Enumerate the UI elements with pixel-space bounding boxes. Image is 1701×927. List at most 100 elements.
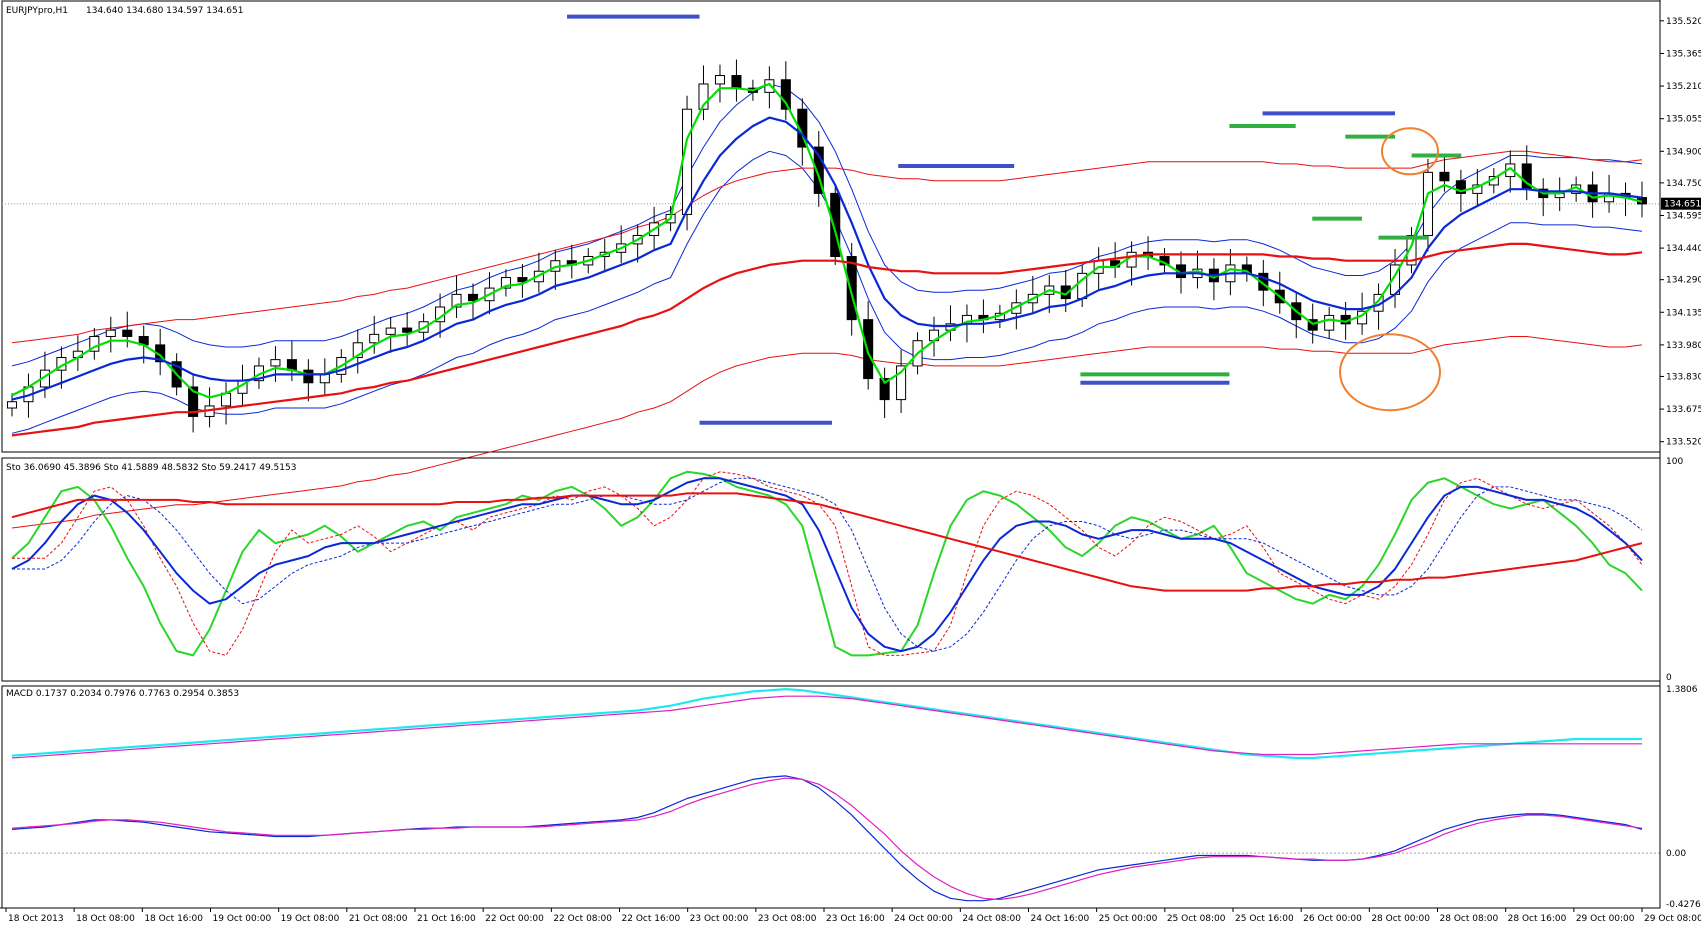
price-tick-label: 135.055	[1666, 115, 1701, 125]
band-upper	[11, 83, 1643, 367]
price-tick-label: 133.675	[1666, 405, 1701, 415]
time-tick-label: 18 Oct 16:00	[144, 914, 203, 924]
ohlc-header: 134.640 134.680 134.597 134.651	[86, 6, 243, 16]
band-lower	[11, 336, 1643, 529]
symbol-title: EURJPYpro,H1	[6, 6, 68, 16]
candle-body	[303, 369, 314, 384]
price-tick-label: 135.365	[1666, 49, 1701, 59]
price-tick-label: 133.520	[1666, 438, 1701, 448]
candle-body	[813, 146, 824, 194]
price-tick-label: 133.980	[1666, 341, 1701, 351]
time-tick-label: 19 Oct 00:00	[213, 914, 272, 924]
annotation-ellipse	[1381, 127, 1439, 176]
price-tick-label: 135.210	[1666, 82, 1701, 92]
time-tick-label: 21 Oct 08:00	[349, 914, 408, 924]
time-tick-label: 25 Oct 16:00	[1235, 914, 1294, 924]
price-panel: 135.520 135.365 135.210 135.055 134.900 134.7…	[1, 0, 1701, 529]
candle-body	[6, 401, 18, 409]
stochastic-line	[11, 492, 1643, 592]
time-tick-label: 18 Oct 2013	[8, 914, 64, 924]
moving-average-line	[11, 116, 1643, 401]
macd-line	[11, 775, 1643, 902]
candle-body	[188, 386, 199, 417]
time-tick-label: 28 Oct 16:00	[1508, 914, 1567, 924]
candle-body	[879, 378, 890, 401]
moving-average-line	[11, 242, 1643, 437]
candle-body	[682, 108, 693, 215]
stochastic-signal-line	[12, 471, 1643, 656]
candle-body	[1439, 171, 1450, 182]
price-tick-label: 134.440	[1666, 244, 1701, 254]
stochastic-tick-label: 100	[1666, 457, 1683, 467]
candle-body	[698, 83, 709, 110]
time-tick-label: 29 Oct 00:00	[1576, 914, 1635, 924]
candle-body	[500, 277, 511, 289]
candle-body	[369, 333, 380, 344]
time-tick-label: 18 Oct 08:00	[76, 914, 135, 924]
candle-body	[731, 75, 742, 89]
macd-tick-label: 1.3806	[1666, 685, 1698, 695]
candle-body	[105, 329, 116, 337]
candle-body	[780, 79, 791, 110]
candle-body	[1307, 319, 1318, 331]
macd-label: MACD 0.1737 0.2034 0.7976 0.7763 0.2954 …	[6, 689, 239, 699]
panel-frame	[1, 457, 1661, 682]
time-tick-label: 28 Oct 08:00	[1440, 914, 1499, 924]
price-tick-label: 134.135	[1666, 308, 1701, 318]
time-tick-label: 28 Oct 00:00	[1371, 914, 1430, 924]
band-upper	[11, 150, 1643, 344]
time-tick-label: 23 Oct 00:00	[690, 914, 749, 924]
price-tick-label: 134.290	[1666, 276, 1701, 286]
price-tick-label: 133.830	[1666, 372, 1701, 382]
macd-tick-label: 0.00	[1666, 849, 1686, 859]
candle-body	[1422, 171, 1433, 236]
candle-body	[122, 329, 133, 337]
time-tick-label: 22 Oct 08:00	[553, 914, 612, 924]
macd-panel: 1.3806 0.00 -0.4276	[1, 685, 1701, 910]
time-tick-label: 26 Oct 00:00	[1303, 914, 1362, 924]
candle-body	[451, 293, 462, 308]
stochastic-tick-label: 0	[1666, 673, 1672, 683]
candle-body	[1406, 234, 1417, 266]
candle-body	[1324, 314, 1335, 331]
stochastic-panel: 100 0	[1, 457, 1683, 683]
time-tick-label: 23 Oct 16:00	[826, 914, 885, 924]
time-tick-label: 22 Oct 00:00	[485, 914, 544, 924]
macd-line	[11, 695, 1642, 759]
time-tick-label: 23 Oct 08:00	[758, 914, 817, 924]
candle-body	[830, 192, 841, 258]
annotation-ellipse	[1339, 333, 1441, 412]
macd-line	[11, 777, 1643, 901]
candle-body	[352, 342, 363, 359]
price-tick-label: 134.595	[1666, 211, 1701, 221]
candle-body	[319, 373, 330, 384]
current-price-badge	[1661, 197, 1701, 210]
price-tick-label: 135.520	[1666, 17, 1701, 27]
candle-body	[270, 359, 281, 367]
candle-body	[714, 75, 726, 85]
candle-body	[402, 327, 413, 333]
macd-tick-label: -0.4276	[1666, 900, 1701, 910]
stochastic-signal-line	[12, 477, 1643, 652]
time-tick-label: 24 Oct 00:00	[894, 914, 953, 924]
candle-body	[467, 293, 479, 302]
candle-body	[286, 359, 297, 371]
candle-body	[517, 277, 528, 283]
stochastic-line	[11, 477, 1643, 653]
time-tick-label: 24 Oct 08:00	[962, 914, 1021, 924]
price-tick-label: 134.900	[1666, 147, 1701, 157]
time-tick-label: 19 Oct 08:00	[281, 914, 340, 924]
stochastic-label: Sto 36.0690 45.3896 Sto 41.5889 48.5832 …	[6, 463, 296, 473]
candle-body	[385, 327, 396, 335]
candle-body	[1455, 180, 1466, 194]
time-tick-label: 25 Oct 08:00	[1167, 914, 1226, 924]
candle-body	[89, 335, 100, 352]
time-tick-label: 29 Oct 08:00	[1644, 914, 1701, 924]
time-tick-label: 25 Oct 00:00	[1099, 914, 1158, 924]
time-tick-label: 21 Oct 16:00	[417, 914, 476, 924]
time-tick-label: 22 Oct 16:00	[622, 914, 681, 924]
macd-line	[11, 687, 1642, 760]
candle-body	[846, 256, 857, 321]
